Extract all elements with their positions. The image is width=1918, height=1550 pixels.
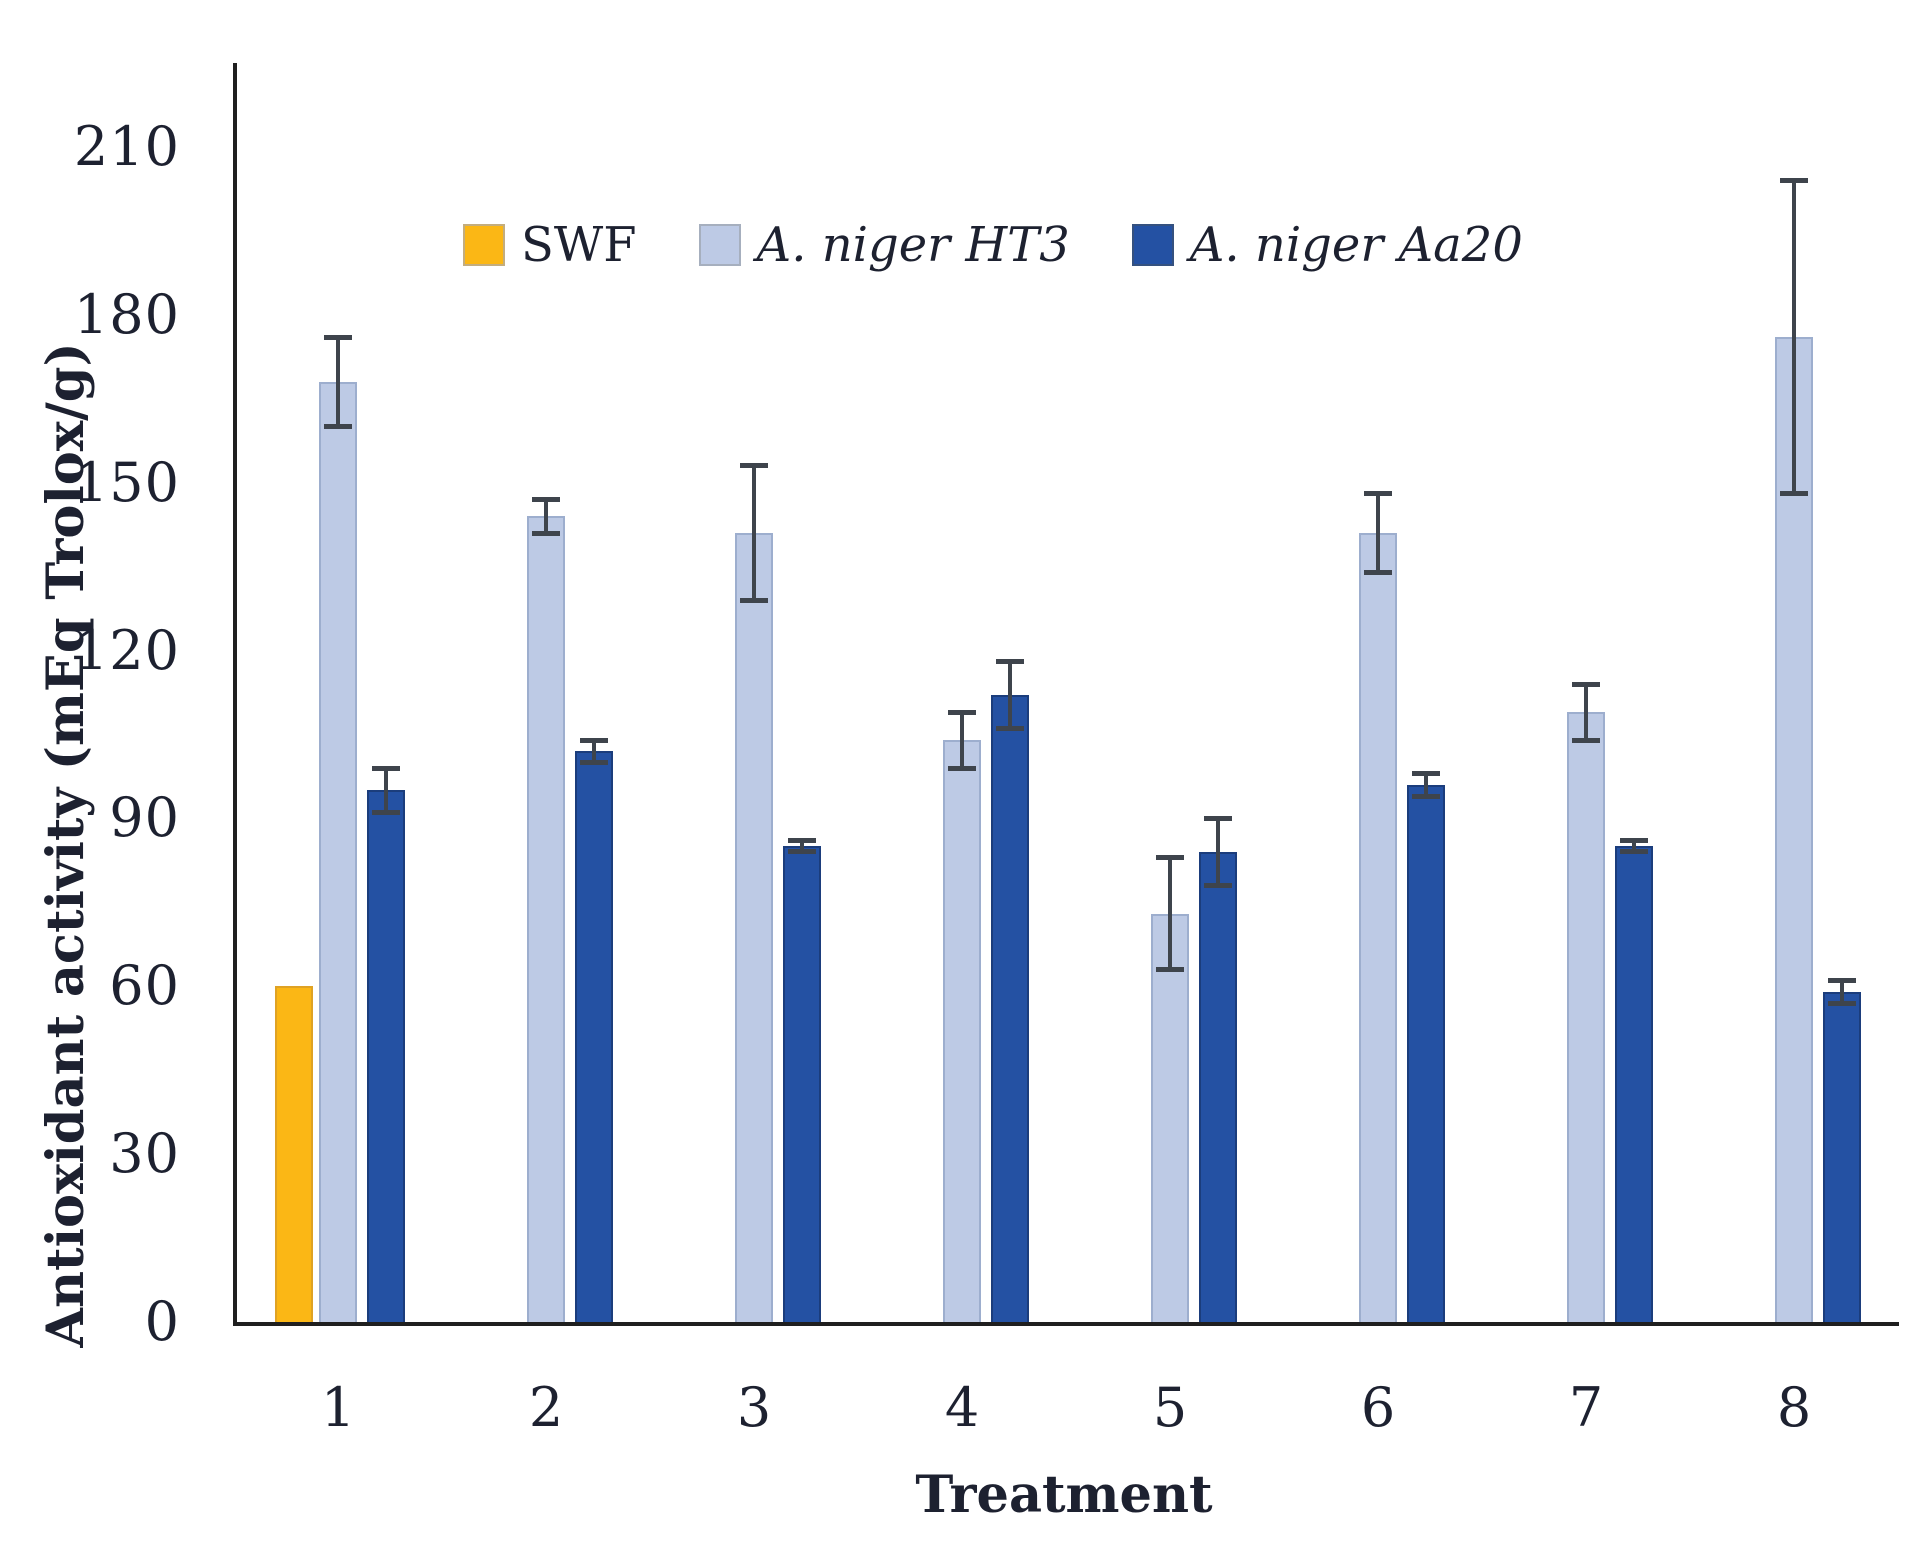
error-bar-cap-top: [1364, 491, 1392, 497]
y-tick-label: 180: [73, 282, 180, 346]
plot-area: [233, 63, 1899, 1326]
x-category-label: 7: [1568, 1376, 1604, 1439]
error-bar-cap-top: [948, 709, 976, 715]
bar-a-niger-ht3-cat5: [1151, 913, 1189, 1322]
y-tick-label: 0: [144, 1290, 180, 1353]
bar-a-niger-aa20-cat1: [367, 790, 405, 1322]
x-category-label: 8: [1776, 1376, 1812, 1439]
error-bar-cap-top: [1412, 771, 1440, 777]
error-bar-line: [1216, 818, 1220, 886]
bar-a-niger-aa20-cat2: [575, 751, 613, 1322]
error-bar-line: [960, 712, 964, 769]
bar-a-niger-ht3-cat8: [1775, 337, 1813, 1322]
legend-label: SWF: [521, 217, 637, 273]
error-bar-cap-bottom: [788, 849, 816, 855]
legend-swatch: [1131, 224, 1174, 266]
error-bar-cap-top: [1572, 681, 1600, 687]
error-bar-line: [1840, 980, 1844, 1004]
error-bar-cap-bottom: [1828, 1000, 1856, 1006]
legend-swatch: [463, 224, 505, 266]
y-tick-label: 30: [109, 1122, 180, 1186]
x-category-label: 5: [1152, 1376, 1188, 1439]
error-bar-line: [1376, 493, 1380, 573]
error-bar-cap-top: [1828, 978, 1856, 984]
error-bar-cap-bottom: [1572, 737, 1600, 743]
bar-a-niger-ht3-cat1: [319, 381, 357, 1322]
x-category-label: 1: [320, 1376, 356, 1439]
error-bar-cap-top: [324, 334, 352, 340]
error-bar-cap-bottom: [1364, 569, 1392, 575]
error-bar-line: [1424, 773, 1428, 796]
legend-label: A. niger HT3: [756, 217, 1070, 273]
bar-a-niger-ht3-cat6: [1359, 533, 1397, 1322]
y-tick-label: 120: [73, 618, 180, 682]
error-bar-cap-bottom: [1620, 849, 1648, 855]
bar-a-niger-ht3-cat2: [527, 516, 565, 1322]
error-bar-line: [800, 840, 804, 852]
error-bar-cap-top: [1204, 815, 1232, 821]
bar-a-niger-ht3-cat3: [735, 533, 773, 1322]
error-bar-line: [336, 337, 340, 427]
x-category-label: 6: [1360, 1376, 1396, 1439]
x-category-label: 2: [528, 1376, 564, 1439]
y-tick-label: 210: [73, 114, 180, 178]
error-bar-line: [384, 768, 388, 813]
bar-swf-cat1: [275, 986, 313, 1322]
error-bar-cap-bottom: [580, 759, 608, 765]
x-category-label: 3: [736, 1376, 772, 1439]
error-bar-cap-top: [1780, 178, 1808, 183]
bar-a-niger-aa20-cat4: [991, 695, 1029, 1322]
error-bar-cap-bottom: [996, 726, 1024, 732]
error-bar-line: [1008, 661, 1012, 729]
y-tick-label: 150: [73, 450, 180, 514]
error-bar-line: [1584, 684, 1588, 741]
error-bar-cap-top: [372, 765, 400, 771]
error-bar-cap-top: [1156, 855, 1184, 861]
y-tick-label: 90: [109, 786, 180, 850]
error-bar-cap-top: [788, 838, 816, 844]
x-axis-title: Treatment: [915, 1465, 1213, 1525]
error-bar-cap-top: [1620, 838, 1648, 844]
error-bar-cap-bottom: [1156, 966, 1184, 972]
legend-item-swf: SWF: [463, 220, 637, 270]
bar-a-niger-aa20-cat7: [1615, 846, 1653, 1322]
legend-item-a-niger-aa20: A. niger Aa20: [1131, 217, 1523, 273]
error-bar-cap-bottom: [324, 424, 352, 430]
chart-legend: SWF A. niger HT3 A. niger Aa20: [463, 220, 1523, 270]
error-bar-line: [1168, 857, 1172, 970]
error-bar-cap-top: [532, 496, 560, 502]
bar-a-niger-aa20-cat3: [783, 846, 821, 1322]
error-bar-line: [1632, 840, 1636, 852]
bar-a-niger-aa20-cat8: [1823, 991, 1861, 1322]
error-bar-cap-top: [740, 463, 768, 469]
error-bar-cap-bottom: [1204, 883, 1232, 889]
bar-a-niger-ht3-cat7: [1567, 712, 1605, 1322]
legend-swatch: [698, 224, 741, 266]
legend-label: A. niger Aa20: [1189, 217, 1523, 273]
error-bar-line: [592, 740, 596, 763]
x-category-label: 4: [944, 1376, 980, 1439]
bar-a-niger-aa20-cat5: [1199, 851, 1237, 1322]
error-bar-cap-bottom: [372, 810, 400, 816]
error-bar-line: [752, 465, 756, 601]
y-tick-label: 60: [109, 954, 180, 1018]
error-bar-cap-top: [996, 659, 1024, 665]
bar-a-niger-aa20-cat6: [1407, 784, 1445, 1322]
error-bar-cap-top: [580, 737, 608, 743]
error-bar-cap-bottom: [1780, 491, 1808, 497]
error-bar-line: [1792, 180, 1796, 494]
error-bar-cap-bottom: [948, 765, 976, 771]
bar-a-niger-ht3-cat4: [943, 740, 981, 1322]
error-bar-cap-bottom: [1412, 793, 1440, 799]
error-bar-cap-bottom: [740, 597, 768, 603]
legend-item-a-niger-ht3: A. niger HT3: [698, 217, 1070, 273]
error-bar-line: [544, 499, 548, 534]
error-bar-cap-bottom: [532, 530, 560, 536]
